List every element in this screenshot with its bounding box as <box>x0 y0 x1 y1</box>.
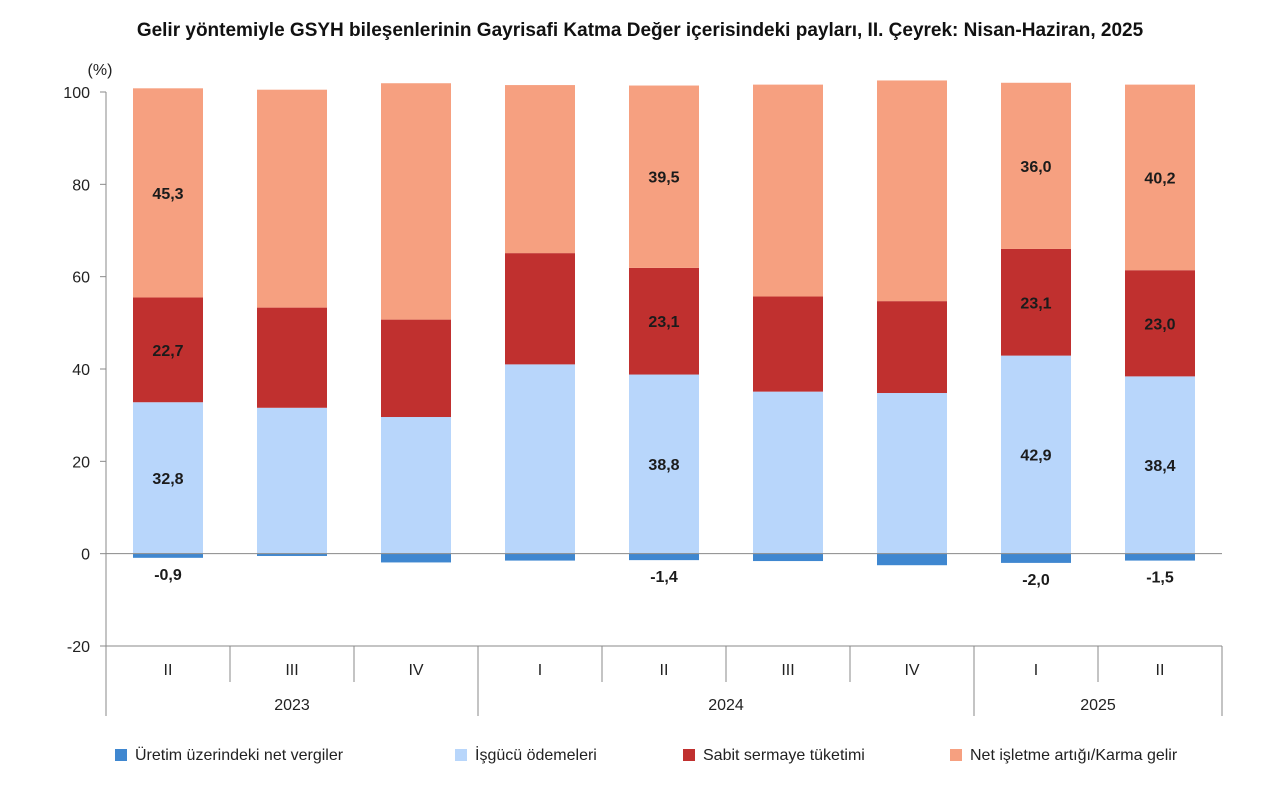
bar-segment-3-cat-7 <box>877 301 947 394</box>
data-label-series-4: 39,5 <box>648 170 679 187</box>
data-label-series-4: 36,0 <box>1020 159 1051 176</box>
x-tick-label: III <box>781 662 794 679</box>
bar-segment-1-cat-7 <box>877 553 947 566</box>
legend-swatch-3 <box>683 749 695 761</box>
x-tick-label: II <box>1156 662 1165 679</box>
data-label-series-4: 40,2 <box>1144 170 1175 187</box>
data-label-series-2: 38,8 <box>648 457 679 474</box>
bar-segment-1-cat-3 <box>381 553 451 563</box>
x-tick-label: IV <box>408 662 423 679</box>
bar-segment-1-cat-4 <box>505 553 575 561</box>
bar-segment-4-cat-4 <box>505 85 575 254</box>
bar-segment-4-cat-6 <box>753 84 823 297</box>
bar-segment-2-cat-4 <box>505 364 575 554</box>
bar-segment-4-cat-9 <box>1125 84 1195 271</box>
bar-segment-2-cat-5 <box>629 374 699 554</box>
bar-segment-3-cat-6 <box>753 296 823 392</box>
data-label-series-2: 42,9 <box>1020 448 1051 465</box>
bar-segment-4-cat-2 <box>257 89 327 308</box>
x-group-label: 2023 <box>274 697 310 714</box>
bar-segment-4-cat-5 <box>629 85 699 268</box>
x-tick-label: IV <box>904 662 919 679</box>
x-tick-label: III <box>285 662 298 679</box>
data-label-series-1: -1,5 <box>1146 570 1174 587</box>
bar-segment-4-cat-7 <box>877 80 947 302</box>
bar-segment-2-cat-9 <box>1125 376 1195 554</box>
bar-segment-1-cat-1 <box>133 553 203 558</box>
data-label-series-1: -0,9 <box>154 567 182 584</box>
bar-segment-2-cat-3 <box>381 417 451 554</box>
bar-segment-3-cat-5 <box>629 267 699 375</box>
data-label-series-2: 38,4 <box>1144 458 1175 475</box>
bar-segment-2-cat-6 <box>753 391 823 554</box>
y-tick-label: 100 <box>63 85 90 102</box>
bar-segment-3-cat-1 <box>133 297 203 403</box>
legend-label-2: İşgücü ödemeleri <box>475 745 597 764</box>
bar-segment-1-cat-2 <box>257 553 327 556</box>
y-tick-label: 80 <box>72 177 90 194</box>
data-label-series-3: 22,7 <box>152 343 183 360</box>
data-label-series-2: 32,8 <box>152 471 183 488</box>
bar-segment-4-cat-8 <box>1001 82 1071 249</box>
bar-segment-3-cat-8 <box>1001 248 1071 356</box>
data-label-series-1: -2,0 <box>1022 572 1050 589</box>
bar-segment-2-cat-2 <box>257 407 327 554</box>
bar-segment-4-cat-3 <box>381 83 451 320</box>
data-label-series-3: 23,1 <box>1020 295 1051 312</box>
y-tick-label: 20 <box>72 454 90 471</box>
x-tick-label: I <box>538 662 542 679</box>
y-tick-label: 60 <box>72 270 90 287</box>
data-label-series-3: 23,0 <box>1144 316 1175 333</box>
bar-segment-1-cat-9 <box>1125 553 1195 561</box>
data-label-series-3: 23,1 <box>648 314 679 331</box>
legend-swatch-1 <box>115 749 127 761</box>
x-tick-label: II <box>164 662 173 679</box>
chart-title: Gelir yöntemiyle GSYH bileşenlerinin Gay… <box>136 20 1144 41</box>
bar-segment-3-cat-2 <box>257 307 327 408</box>
x-group-label: 2025 <box>1080 697 1116 714</box>
bar-segment-2-cat-8 <box>1001 355 1071 554</box>
legend-swatch-4 <box>950 749 962 761</box>
data-label-series-4: 45,3 <box>152 186 183 203</box>
bar-segment-3-cat-4 <box>505 253 575 365</box>
x-group-label: 2024 <box>708 697 744 714</box>
bar-segment-3-cat-9 <box>1125 270 1195 377</box>
legend-label-4: Net işletme artığı/Karma gelir <box>970 747 1178 764</box>
y-tick-label: 40 <box>72 362 90 379</box>
bar-segment-1-cat-5 <box>629 553 699 561</box>
y-axis-unit-label: (%) <box>88 62 113 79</box>
data-label-series-1: -1,4 <box>650 569 678 586</box>
bar-segment-3-cat-3 <box>381 319 451 418</box>
legend-label-3: Sabit sermaye tüketimi <box>703 747 865 764</box>
bar-segment-1-cat-6 <box>753 553 823 562</box>
legend-swatch-2 <box>455 749 467 761</box>
y-tick-label: 0 <box>81 547 90 564</box>
legend-label-1: Üretim üzerindeki net vergiler <box>135 746 344 764</box>
bar-segment-4-cat-1 <box>133 88 203 298</box>
x-tick-label: I <box>1034 662 1038 679</box>
bar-segment-2-cat-1 <box>133 402 203 554</box>
bar-segment-1-cat-8 <box>1001 553 1071 563</box>
x-tick-label: II <box>660 662 669 679</box>
bar-segment-2-cat-7 <box>877 393 947 554</box>
y-tick-label: -20 <box>67 639 90 656</box>
